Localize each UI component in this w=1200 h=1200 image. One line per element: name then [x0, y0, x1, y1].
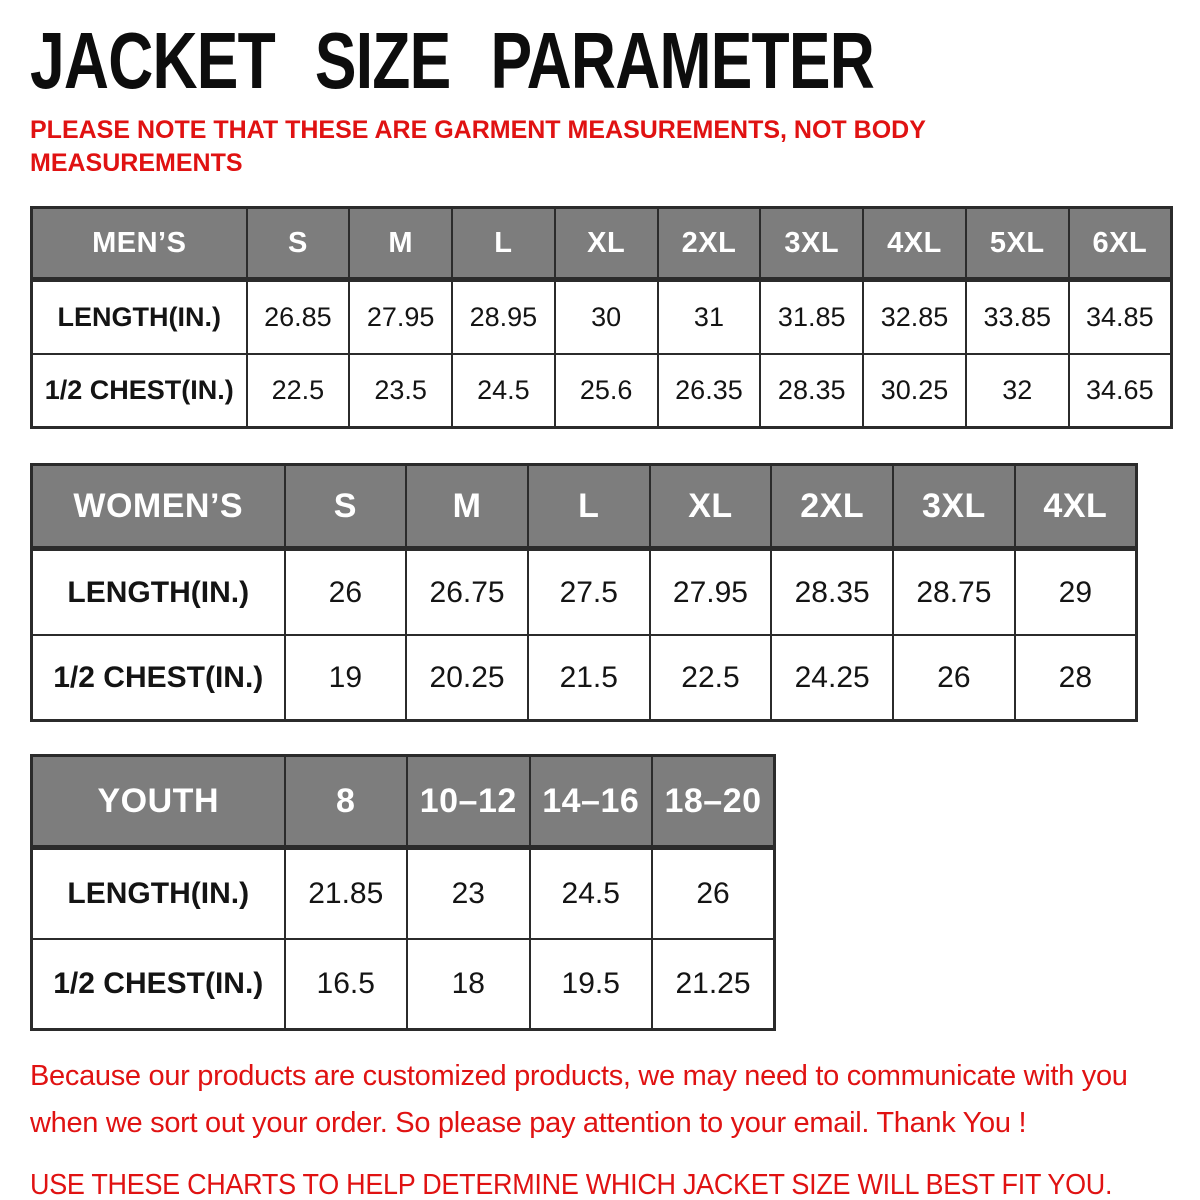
size-table-womens: WOMEN’S S M L XL 2XL 3XL 4XL LENGTH(IN.) 26 26.75 2… [30, 463, 1138, 722]
measurement-value: 25.6 [553, 353, 659, 429]
size-column-header: S [283, 463, 408, 551]
measurement-value: 31 [656, 278, 762, 355]
size-table-mens: MEN’S S M L XL 2XL 3XL 4XL 5XL 6XL LENGTH(IN.) 26.8… [30, 206, 1173, 429]
measurement-value: 24.5 [451, 353, 556, 429]
group-header: WOMEN’S [30, 463, 286, 551]
measurement-value: 26.85 [245, 278, 351, 355]
measurement-value: 21.85 [283, 846, 408, 940]
measurement-value: 27.95 [348, 278, 454, 355]
size-column-header: S [245, 206, 351, 282]
row-label: LENGTH(IN.) [30, 846, 286, 940]
measurement-value: 23 [406, 846, 531, 940]
header-row: WOMEN’S S M L XL 2XL 3XL 4XL [30, 463, 1138, 551]
measurement-value: 29 [1013, 547, 1138, 636]
measurement-value: 26 [283, 547, 408, 636]
womens-size-table-container: WOMEN’S S M L XL 2XL 3XL 4XL LENGTH(IN.) 26 26.75 2… [30, 463, 1170, 722]
chart-usage-instruction-text: USE THESE CHARTS TO HELP DETERMINE WHICH… [30, 1168, 1113, 1200]
page-title-text: JACKET SIZE PARAMETER [30, 16, 875, 105]
measurement-value: 28.75 [892, 547, 1016, 636]
measurement-value: 18 [406, 938, 531, 1031]
header-row: MEN’S S M L XL 2XL 3XL 4XL 5XL 6XL [30, 206, 1173, 282]
row-label: 1/2 CHEST(IN.) [30, 634, 286, 722]
measurement-value: 30 [553, 278, 659, 355]
header-row: YOUTH 8 10–12 14–16 18–20 [30, 754, 776, 850]
measurement-value: 26.75 [405, 547, 529, 636]
measurement-value: 26 [892, 634, 1016, 722]
size-column-header: M [405, 463, 529, 551]
row-label: 1/2 CHEST(IN.) [30, 938, 286, 1031]
measurement-value: 19.5 [528, 938, 653, 1031]
size-column-header: 4XL [1013, 463, 1138, 551]
customization-notice: Because our products are customized prod… [30, 1060, 1128, 1139]
row-label: 1/2 CHEST(IN.) [30, 353, 248, 429]
measurement-value: 26.35 [656, 353, 762, 429]
row-label: LENGTH(IN.) [30, 547, 286, 636]
size-column-header: 8 [283, 754, 408, 850]
measurement-value: 30.25 [862, 353, 967, 429]
size-column-header: 14–16 [528, 754, 653, 850]
measurement-value: 28 [1013, 634, 1138, 722]
size-column-header: 3XL [892, 463, 1016, 551]
size-column-header: M [348, 206, 454, 282]
table-row: LENGTH(IN.) 21.85 23 24.5 26 [30, 846, 776, 940]
size-column-header: 10–12 [406, 754, 531, 850]
size-column-header: 2XL [656, 206, 762, 282]
size-column-header: 6XL [1067, 206, 1173, 282]
size-column-header: 5XL [964, 206, 1070, 282]
measurement-value: 31.85 [759, 278, 865, 355]
size-column-header: 18–20 [651, 754, 776, 850]
page-title: JACKET SIZE PARAMETER [30, 16, 1170, 105]
measurement-value: 21.25 [651, 938, 776, 1031]
group-header: YOUTH [30, 754, 286, 850]
measurement-value: 34.85 [1067, 278, 1173, 355]
measurement-value: 28.35 [759, 353, 865, 429]
measurement-value: 19 [283, 634, 408, 722]
measurement-value: 27.5 [526, 547, 651, 636]
table-row: 1/2 CHEST(IN.) 22.5 23.5 24.5 25.6 26.35 28.35… [30, 353, 1173, 429]
measurement-value: 24.5 [528, 846, 653, 940]
measurement-value: 32 [964, 353, 1070, 429]
garment-measurement-note: PLEASE NOTE THAT THESE ARE GARMENT MEASU… [30, 116, 926, 177]
size-column-header: XL [553, 206, 659, 282]
measurement-value: 16.5 [283, 938, 408, 1031]
measurement-value: 22.5 [648, 634, 773, 722]
chart-usage-instruction: USE THESE CHARTS TO HELP DETERMINE WHICH… [30, 1169, 1170, 1200]
row-label: LENGTH(IN.) [30, 278, 248, 355]
measurement-value: 34.65 [1067, 353, 1173, 429]
table-row: 1/2 CHEST(IN.) 16.5 18 19.5 21.25 [30, 938, 776, 1031]
mens-size-table-container: MEN’S S M L XL 2XL 3XL 4XL 5XL 6XL LENGTH(IN.) 26.8… [30, 206, 1173, 429]
measurement-value: 26 [651, 846, 776, 940]
size-column-header: 4XL [862, 206, 967, 282]
table-row: 1/2 CHEST(IN.) 19 20.25 21.5 22.5 24.25 26 28 [30, 634, 1138, 722]
table-row: LENGTH(IN.) 26.85 27.95 28.95 30 31 31.85 32.85… [30, 278, 1173, 355]
measurement-value: 21.5 [526, 634, 651, 722]
measurement-value: 28.35 [770, 547, 895, 636]
measurement-value: 24.25 [770, 634, 895, 722]
size-column-header: XL [648, 463, 773, 551]
measurement-value: 27.95 [648, 547, 773, 636]
size-table-youth: YOUTH 8 10–12 14–16 18–20 LENGTH(IN.) 21.85 23 2… [30, 754, 776, 1031]
table-row: LENGTH(IN.) 26 26.75 27.5 27.95 28.35 28.75 29 [30, 547, 1138, 636]
measurement-value: 33.85 [964, 278, 1070, 355]
size-column-header: L [451, 206, 556, 282]
youth-size-table-container: YOUTH 8 10–12 14–16 18–20 LENGTH(IN.) 21.85 23 2… [30, 754, 1170, 1031]
measurement-value: 28.95 [451, 278, 556, 355]
measurement-value: 22.5 [245, 353, 351, 429]
measurement-value: 20.25 [405, 634, 529, 722]
size-column-header: 2XL [770, 463, 895, 551]
measurement-value: 32.85 [862, 278, 967, 355]
size-column-header: 3XL [759, 206, 865, 282]
group-header: MEN’S [30, 206, 248, 282]
size-column-header: L [526, 463, 651, 551]
measurement-value: 23.5 [348, 353, 454, 429]
